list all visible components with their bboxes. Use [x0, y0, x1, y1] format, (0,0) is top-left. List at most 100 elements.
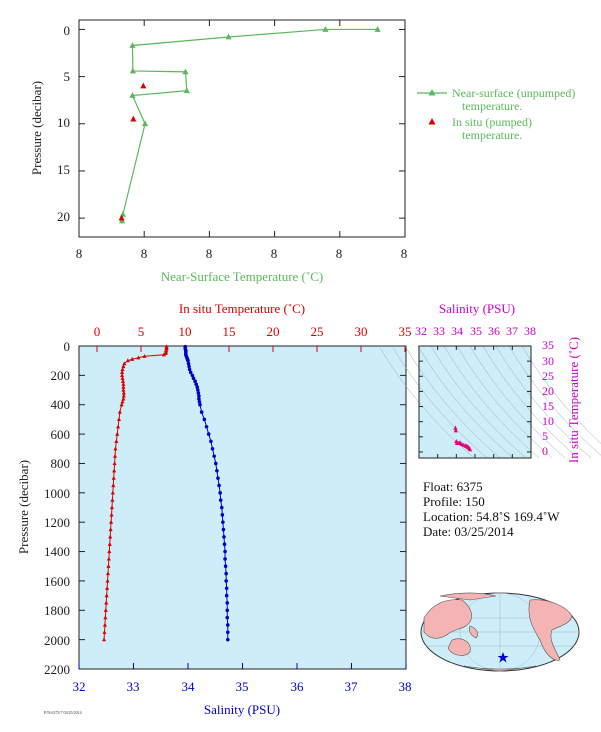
salinity-point: [225, 608, 230, 613]
unpumped-temperature-point: [142, 120, 149, 127]
temperature-point: [120, 376, 125, 380]
ts-temperature-tick-labels: 35 30 25 20 15 10 5 0: [542, 338, 554, 458]
temperature-point: [121, 396, 126, 401]
unpumped-temperature-point: [225, 33, 232, 40]
salinity-point: [213, 461, 218, 466]
salinity-point: [202, 417, 207, 422]
pressure-tick-label: 1600: [44, 574, 70, 589]
ts-point: [453, 428, 458, 433]
density-contour: [508, 345, 601, 456]
top-series-layer: [118, 26, 381, 224]
float-info: Float: 6375 Profile: 150 Location: 54.8˚…: [423, 479, 560, 539]
temperature-point: [120, 399, 125, 404]
salinity-point: [225, 615, 230, 620]
salinity-point: [186, 361, 191, 366]
salinity-point: [197, 394, 201, 398]
salinity-point: [225, 630, 230, 635]
salinity-point: [220, 513, 225, 517]
salinity-point: [206, 432, 211, 436]
legend-label-unpumped-2: temperature.: [462, 99, 522, 113]
pressure-tick-label: 0: [64, 339, 71, 354]
profile-date: Date: 03/25/2014: [423, 524, 514, 539]
ts-temperature-tick-label: 20: [542, 384, 554, 398]
unpumped-temperature-point: [322, 26, 329, 32]
salinity-point: [223, 557, 227, 561]
top-y-tick-labels: 0 5 10 15 20: [57, 23, 70, 224]
pumped-temperature-point: [140, 82, 147, 89]
temperature-point: [121, 384, 126, 389]
ts-salinity-tick-label: 33: [433, 324, 445, 338]
top-y-tick-label: 5: [64, 69, 71, 84]
salinity-point: [197, 399, 202, 404]
profile-number: Profile: 150: [423, 494, 485, 509]
ts-temperature-tick-label: 0: [542, 444, 548, 458]
temperature-point: [125, 358, 130, 363]
temperature-point: [109, 512, 114, 517]
temperature-point: [142, 353, 147, 358]
density-contour: [521, 345, 601, 444]
salinity-point: [187, 367, 192, 372]
land-antarctica: [463, 665, 537, 672]
temperature-point: [121, 381, 126, 386]
temperature-point: [114, 439, 119, 444]
temperature-point: [121, 364, 126, 369]
salinity-point: [219, 505, 224, 510]
legend-label-pumped-2: temperature.: [462, 128, 522, 142]
ts-temperature-tick-label: 25: [542, 369, 554, 383]
salinity-point: [196, 391, 201, 395]
temperature-point: [120, 378, 126, 383]
ts-temperature-tick-label: 5: [542, 429, 548, 443]
unpumped-temperature-point: [129, 92, 136, 98]
salinity-point: [190, 373, 195, 378]
main-axis-ticks: [78, 345, 407, 670]
salinity-tick-label: 37: [345, 679, 359, 694]
density-contour: [482, 345, 579, 459]
salinity-point: [198, 402, 202, 407]
ts-temperature-tick-label: 15: [542, 399, 554, 413]
salinity-point: [195, 385, 200, 389]
unpumped-temperature-point: [374, 26, 381, 32]
temperature-profile-line: [103, 346, 168, 640]
temperature-point: [105, 578, 110, 583]
temperature-point: [120, 370, 125, 375]
ts-temperature-tick-label: 10: [542, 414, 554, 428]
float-location: Location: 54.8˚S 169.4˚W: [423, 509, 560, 524]
pressure-tick-label: 200: [51, 368, 71, 383]
top-y-axis-label: Pressure (decibar): [29, 81, 44, 175]
salinity-tick-label: 33: [127, 679, 140, 694]
salinity-point: [191, 376, 196, 381]
temperature-point: [116, 424, 121, 429]
temperature-point: [116, 417, 122, 422]
salinity-point: [222, 542, 227, 547]
pressure-tick-label: 1200: [44, 515, 70, 530]
top-axis-ticks: [78, 20, 406, 237]
temperature-point: [113, 446, 118, 451]
pressure-tick-label: 1800: [44, 603, 70, 618]
pressure-tick-labels: 0 200 400 600 800 1000 1200 1400 1600 18…: [44, 339, 70, 677]
density-contour: [417, 345, 514, 459]
density-contour: [456, 345, 553, 459]
salinity-point: [204, 424, 209, 429]
salinity-axis-label: Salinity (PSU): [204, 702, 280, 717]
salinity-point: [193, 379, 197, 384]
salinity-tick-label: 38: [399, 679, 412, 694]
ts-plot-frame: [418, 345, 532, 459]
temperature-tick-label: 5: [138, 324, 145, 339]
salinity-point: [187, 364, 191, 369]
map-land: [423, 592, 573, 672]
salinity-point: [223, 549, 227, 554]
ts-salinity-tick-label: 37: [506, 324, 518, 338]
pressure-tick-label: 800: [51, 456, 71, 471]
temperature-point: [112, 461, 117, 466]
temperature-point: [136, 355, 141, 360]
temperature-point: [102, 622, 107, 627]
float-location-marker: [497, 652, 509, 663]
temperature-point: [109, 505, 115, 510]
temperature-point: [104, 600, 109, 605]
temperature-point: [112, 453, 118, 458]
legend-marker-unpumped: [428, 89, 436, 96]
temperature-point: [105, 571, 111, 576]
salinity-point: [222, 535, 226, 539]
pressure-tick-label: 600: [51, 427, 71, 442]
ts-chart: Salinity (PSU) 32 33 34 35 36 37 38 35 3…: [378, 301, 601, 463]
